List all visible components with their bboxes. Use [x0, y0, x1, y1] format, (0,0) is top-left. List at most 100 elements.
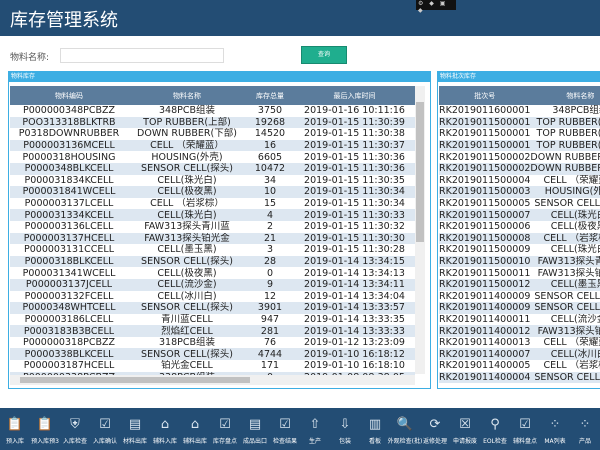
table-cell: P0003183B3BCELL	[10, 325, 128, 337]
table-row[interactable]: P000003136LCELL FAW313探头青川蓝 2 2019-01-15 11…	[10, 221, 415, 233]
vertical-scrollbar[interactable]	[415, 86, 425, 374]
toolbar-label: 外观检查(批)	[387, 438, 423, 445]
column-header[interactable]: 批次号	[439, 86, 531, 105]
toolbar-button[interactable]: ⌂ 辅料入库	[150, 408, 180, 450]
material-name-input[interactable]	[60, 48, 224, 63]
toolbar-button[interactable]: 🔍 外观检查(批)	[388, 408, 423, 450]
table-row[interactable]: P000003132FCELL CELL(冰川白) 12 2019-01-14 13:…	[10, 291, 415, 303]
window-controls[interactable]: ⚙ ◆ ▣ ◆	[416, 0, 456, 14]
clipboard-check-icon: ☑	[219, 417, 231, 432]
table-cell: 28	[246, 255, 294, 268]
table-row[interactable]: RK2019011400012FAW313探头铂光金	[439, 325, 600, 337]
table-cell: P000003136MCELL	[10, 139, 128, 152]
toolbar-button[interactable]: ⇩ 包装	[330, 408, 360, 450]
toolbar-button[interactable]: ☑ 检查结果	[270, 408, 300, 450]
table-row[interactable]: RK2019011400005 CELL （岩浆棕）	[439, 360, 600, 372]
table-row[interactable]: P000031341WCELL CELL(极夜黑) 0 2019-01-14 13:3…	[10, 267, 415, 279]
app-header: 库存管理系统 ⚙ ◆ ▣ ◆	[0, 0, 600, 36]
table-row[interactable]: P000003186LCELL 青川蓝CELL 947 2019-01-14 13:3…	[10, 314, 415, 326]
table-row[interactable]: RK2019011600001 348PCB组装	[439, 105, 600, 117]
toolbar-button[interactable]: ▤ 成品出口	[240, 408, 270, 450]
table-cell: SENSOR CELL(探头)	[128, 348, 246, 361]
toolbar-button[interactable]: ⌂ 辅料出库	[180, 408, 210, 450]
toolbar-button[interactable]: ⇧ 生产	[300, 408, 330, 450]
table-row[interactable]: P000003137LCELL CELL （岩浆棕） 15 2019-01-15 11…	[10, 198, 415, 210]
toolbar-label: 预入库预3	[31, 438, 59, 445]
table-row[interactable]: POO313318BLKTRB TOP RUBBER(上部) 19268 2019-0…	[10, 116, 415, 129]
toolbar-button[interactable]: ☑ 库存盘点	[210, 408, 240, 450]
toolbar-button[interactable]: ☑ 辅料盘点	[510, 408, 540, 450]
table-cell: 16	[246, 139, 294, 152]
column-header[interactable]: 物料编码	[10, 86, 128, 105]
table-cell: FAW313探头青川蓝	[530, 255, 600, 268]
toolbar-label: 预入库	[5, 438, 24, 445]
table-row[interactable]: P0000318BLKCELL SENSOR CELL(探头) 28 2019-01-…	[10, 255, 415, 268]
toolbar-button[interactable]: ⟳ 返修处理	[420, 408, 450, 450]
toolbar-button[interactable]: ⁘ 产品	[570, 408, 600, 450]
clipboard-check-icon: ☑	[519, 417, 531, 432]
horizontal-scrollbar[interactable]	[10, 375, 415, 385]
table-row[interactable]: P0000318HOUSING HOUSING(外壳) 6605 2019-01-15…	[10, 151, 415, 163]
toolbar-button[interactable]: ⁘ MA列表	[540, 408, 570, 450]
toolbar-button[interactable]: ▤ 材料出库	[120, 408, 150, 450]
table-cell: 348PCB组装	[552, 105, 600, 117]
table-row[interactable]: RK2019011500010FAW313探头青川蓝	[439, 255, 600, 268]
scroll-thumb[interactable]	[416, 102, 424, 242]
table-row[interactable]: P000031334KCELL CELL(珠光白) 4 2019-01-15 11:3…	[10, 209, 415, 221]
table-row[interactable]: P000000348PCBZZ 348PCB组装 3750 2019-01-16 10…	[10, 105, 415, 117]
table-row[interactable]: P000031834KCELL CELL(珠光白) 34 2019-01-15 11:…	[10, 175, 415, 187]
toolbar-button[interactable]: ☑ 入库确认	[90, 408, 120, 450]
table-row[interactable]: RK2019011500009 CELL(珠光白)	[439, 244, 600, 256]
column-header[interactable]: 最后入库时间	[294, 86, 415, 105]
toolbar-button[interactable]: 📋 预入库预3	[30, 408, 60, 450]
column-header[interactable]: 物料名称	[128, 86, 246, 105]
table-row[interactable]: P000003131CCELL CELL(墨玉黑) 3 2019-01-15 11:3…	[10, 244, 415, 256]
toolbar-button[interactable]: ⚲ EOL检查	[480, 408, 510, 450]
table-row[interactable]: P000003137JCELL CELL(流沙金) 9 2019-01-14 13:3…	[10, 278, 415, 291]
table-cell: RK2019011400004	[439, 371, 531, 384]
table-row[interactable]: P000003137HCELL FAW313探头铂光金 21 2019-01-15 1…	[10, 232, 415, 245]
table-row[interactable]: RK2019011500006 CELL(极夜黑)	[439, 221, 600, 233]
table-cell: DOWN RUBBER(下部)	[137, 128, 237, 140]
table-cell: RK2019011500001	[439, 128, 531, 140]
table-row[interactable]: P000000318PCBZZ 318PCB组装 76 2019-01-12 13:2…	[10, 337, 415, 349]
table-row[interactable]: P000003136MCELL CELL （荣耀蓝） 16 2019-01-15 11…	[10, 139, 415, 152]
table-row[interactable]: RK2019011400013 CELL （荣耀蓝）	[439, 337, 600, 349]
clipboard-check-icon: ☑	[99, 417, 111, 432]
scroll-thumb[interactable]	[20, 377, 250, 383]
table-row[interactable]: RK2019011500011 FAW313探头铂光金	[439, 267, 600, 279]
toolbar-button[interactable]: ▥ 看板	[360, 408, 390, 450]
table-row[interactable]: RK2019011500004 CELL （荣耀蓝）	[439, 175, 600, 187]
toolbar-button[interactable]: ☒ 申请报废	[450, 408, 480, 450]
column-header[interactable]: 库存总量	[246, 86, 294, 105]
query-button[interactable]: 查询	[301, 46, 347, 64]
table-row[interactable]: P0003183B3BCELL 烈焰红CELL 281 2019-01-14 13:3…	[10, 325, 415, 337]
toolbar-button[interactable]: ⛨ 入库检查	[60, 408, 90, 450]
table-row[interactable]: RK2019011400011 CELL(流沙金)	[439, 314, 600, 326]
table-row[interactable]: P0000338BLKCELL SENSOR CELL(探头) 4744 2019-0…	[10, 348, 415, 361]
column-header[interactable]: 物料名称	[530, 86, 600, 105]
table-row[interactable]: P000003187HCELL 铂光金CELL 171 2019-01-10 16:1…	[10, 360, 415, 372]
table-row[interactable]: P0000348BLKCELL SENSOR CELL(探头) 10472 2019-…	[10, 162, 415, 175]
table-row[interactable]: P0318DOWNRUBBER DOWN RUBBER(下部) 14520 2019-…	[10, 128, 415, 140]
table-row[interactable]: P0000348WHTCELL SENSOR CELL(探头) 3901 2019-0…	[10, 302, 415, 314]
panel-title: 物料库存	[9, 72, 430, 82]
toolbar-button[interactable]: 📋 预入库	[0, 408, 30, 450]
table-row[interactable]: P000031841WCELL CELL(极夜黑) 10 2019-01-15 11:…	[10, 186, 415, 198]
table-cell: 2019-01-15 11:30:36	[294, 162, 415, 175]
table-cell: 281	[246, 325, 294, 337]
